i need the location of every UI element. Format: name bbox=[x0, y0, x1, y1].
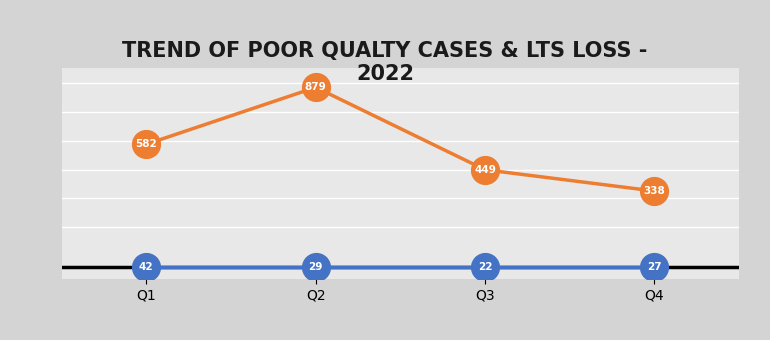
Text: 582: 582 bbox=[136, 139, 157, 149]
Text: 338: 338 bbox=[644, 186, 665, 196]
Text: 879: 879 bbox=[305, 82, 326, 92]
Text: 22: 22 bbox=[478, 262, 492, 272]
Text: 29: 29 bbox=[309, 262, 323, 272]
Text: 27: 27 bbox=[648, 262, 661, 272]
Text: 42: 42 bbox=[139, 262, 153, 272]
Text: 449: 449 bbox=[474, 165, 496, 175]
Text: TREND OF POOR QUALTY CASES & LTS LOSS -
2022: TREND OF POOR QUALTY CASES & LTS LOSS - … bbox=[122, 41, 648, 84]
